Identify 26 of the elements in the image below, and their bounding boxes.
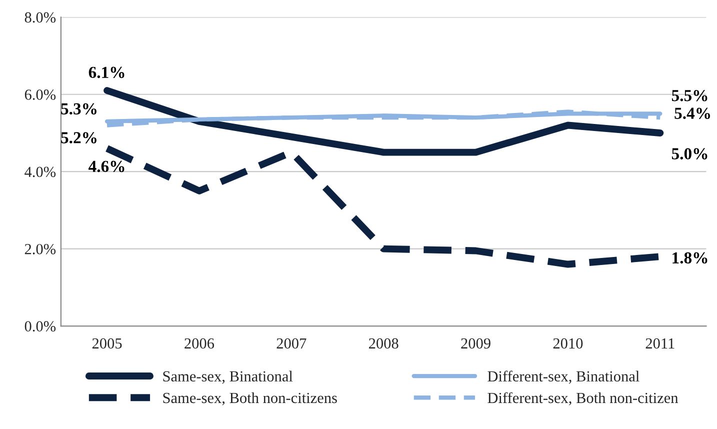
y-tick-label: 2.0%: [24, 244, 56, 254]
line-series: [104, 112, 662, 124]
data-label: 5.0%: [672, 148, 708, 160]
line-series: [104, 110, 662, 128]
data-label: 5.3%: [61, 103, 96, 115]
y-tick-label: 6.0%: [24, 90, 56, 100]
y-tick-label: 4.0%: [24, 166, 56, 178]
data-label: 5.2%: [61, 132, 96, 144]
x-tick-label: 2008: [368, 338, 398, 349]
data-label: 1.8%: [672, 252, 708, 264]
x-tick-label: 2005: [92, 338, 122, 349]
legend-label: Same-sex, Both non-citizens: [163, 392, 337, 406]
y-tick-label: 0.0%: [24, 321, 56, 332]
data-label: 5.5%: [672, 90, 708, 102]
legend-label: Different-sex, Binational: [488, 370, 640, 384]
y-tick-label: 8.0%: [24, 12, 56, 23]
legend-label: Same-sex, Binational: [163, 370, 293, 384]
x-tick-label: 2006: [184, 338, 214, 349]
x-tick-label: 2011: [646, 338, 674, 349]
legend-label: Different-sex, Both non-citizen: [488, 392, 678, 406]
data-label: 6.1%: [88, 66, 124, 78]
x-tick-label: 2010: [553, 338, 583, 349]
x-tick-label: 2007: [276, 338, 306, 349]
x-tick-label: 2009: [461, 338, 490, 349]
data-label: 4.6%: [88, 160, 124, 172]
data-label: 5.4%: [674, 108, 710, 120]
